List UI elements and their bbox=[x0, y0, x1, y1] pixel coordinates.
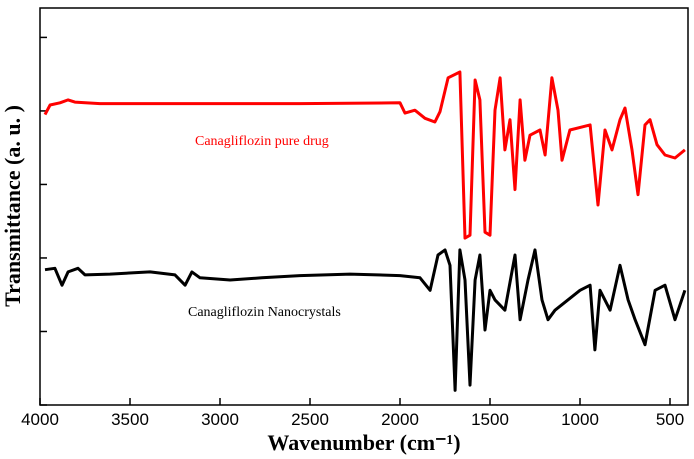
x-tick-label: 1000 bbox=[561, 410, 599, 429]
x-tick-label: 500 bbox=[656, 410, 684, 429]
x-tick-label: 3500 bbox=[111, 410, 149, 429]
x-tick-label: 3000 bbox=[201, 410, 239, 429]
series-label: Canagliflozin pure drug bbox=[195, 134, 329, 149]
plot-frame bbox=[39, 7, 689, 406]
series-line bbox=[43, 70, 686, 240]
series-label: Canagliflozin Nanocrystals bbox=[188, 305, 341, 320]
x-tick-label: 4000 bbox=[21, 410, 59, 429]
x-tick-label: 1500 bbox=[471, 410, 509, 429]
x-axis-label: Wavenumber (cm⁻¹) bbox=[267, 430, 460, 455]
y-axis-label: Transmittance (a. u. ) bbox=[0, 105, 25, 307]
x-tick-label: 2500 bbox=[291, 410, 329, 429]
series-line bbox=[44, 248, 687, 392]
x-tick-label: 2000 bbox=[381, 410, 419, 429]
